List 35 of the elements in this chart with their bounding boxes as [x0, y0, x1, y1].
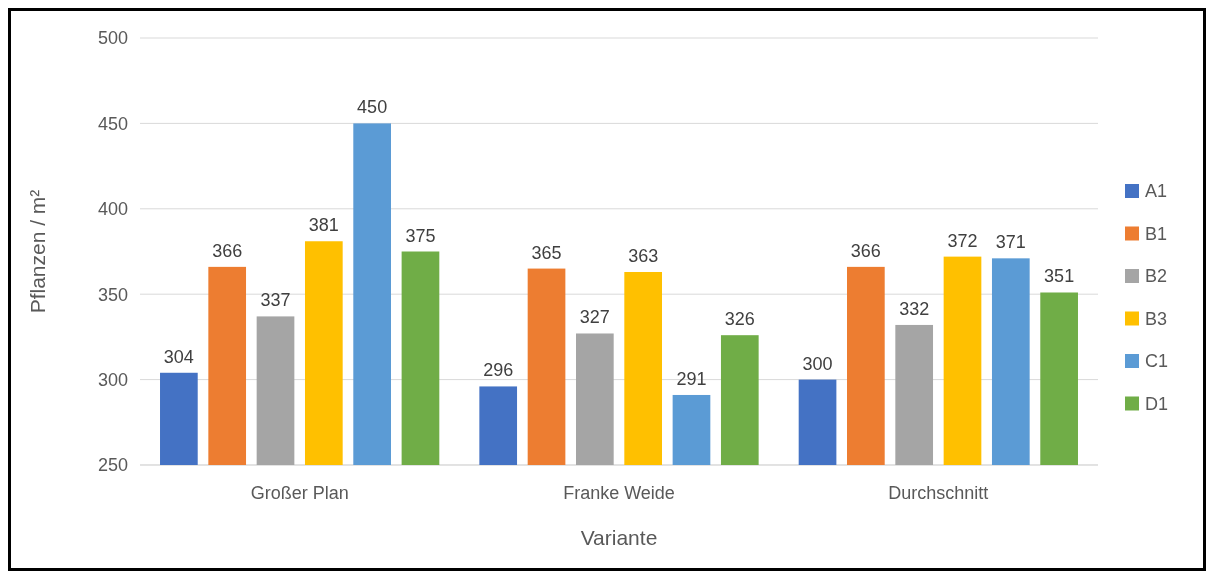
legend-label: A1	[1145, 181, 1168, 202]
y-axis-title: Pflanzen / m²	[26, 189, 49, 314]
data-label: 304	[163, 346, 194, 367]
data-label: 450	[357, 97, 388, 118]
data-label: 372	[947, 230, 978, 251]
data-label: 291	[676, 368, 707, 389]
legend-label: B3	[1145, 308, 1168, 329]
y-tick-label: 450	[97, 113, 128, 134]
y-tick-label: 400	[97, 199, 128, 220]
y-tick-label: 250	[97, 455, 128, 476]
legend-label: B2	[1145, 266, 1168, 287]
legend-label: B1	[1145, 223, 1168, 244]
y-tick-label: 350	[97, 284, 128, 305]
x-tick-label: Durchschnitt	[888, 483, 989, 503]
data-label: 366	[850, 240, 881, 261]
legend-label: C1	[1145, 351, 1169, 372]
data-label: 366	[212, 240, 243, 261]
data-label: 375	[405, 225, 436, 246]
y-tick-label: 300	[97, 369, 128, 390]
data-label: 363	[628, 246, 659, 266]
data-label: 371	[995, 232, 1026, 253]
data-label: 327	[579, 307, 610, 328]
data-label: 326	[724, 309, 755, 330]
legend-label: D1	[1145, 393, 1169, 414]
x-axis-title: Variante	[580, 526, 658, 549]
y-tick-label: 500	[97, 28, 128, 49]
data-label: 365	[531, 242, 562, 263]
data-label: 337	[260, 290, 291, 311]
data-label: 296	[483, 360, 514, 381]
data-label: 300	[802, 353, 833, 374]
x-tick-label: Franke Weide	[563, 483, 675, 503]
data-label: 332	[899, 298, 930, 319]
data-label: 351	[1044, 266, 1075, 287]
x-tick-label: Großer Plan	[250, 483, 349, 503]
data-label: 381	[308, 215, 339, 236]
